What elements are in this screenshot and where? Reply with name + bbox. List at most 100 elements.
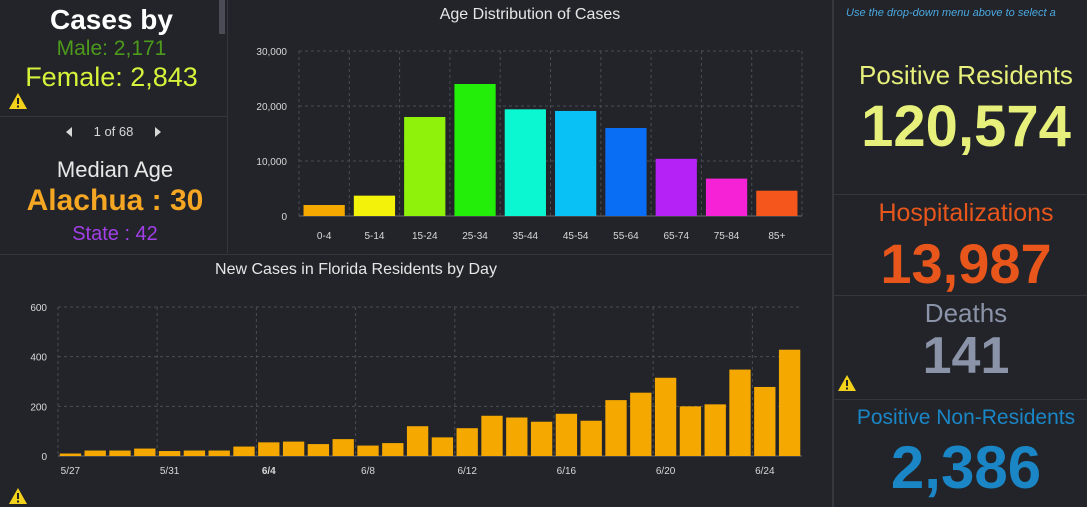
bar xyxy=(754,386,776,456)
bar xyxy=(630,392,652,456)
deaths-value: 141 xyxy=(922,327,1010,385)
bar-55-64 xyxy=(605,128,647,216)
bar-75-84 xyxy=(705,178,748,216)
bar xyxy=(109,450,131,456)
bar-85+ xyxy=(756,190,798,216)
pager-text: 1 of 68 xyxy=(93,124,134,140)
bar xyxy=(357,445,379,456)
daily-chart-title: New Cases in Florida Residents by Day xyxy=(215,261,497,278)
bar-15-24 xyxy=(404,117,446,216)
median-county: Alachua : 30 xyxy=(26,184,204,217)
hosp-label: Hospitalizations xyxy=(878,199,1054,227)
bar xyxy=(282,441,305,456)
nonres-label: Positive Non-Residents xyxy=(856,406,1076,429)
bar xyxy=(382,443,404,456)
bar xyxy=(605,400,627,456)
y-tick-label: 400 xyxy=(30,353,47,364)
y-tick-label: 20,000 xyxy=(256,102,287,113)
bar xyxy=(654,377,677,456)
x-tick-label: 5/27 xyxy=(61,466,81,477)
bar-25-34 xyxy=(454,84,496,216)
x-tick-label: 0-4 xyxy=(317,231,332,242)
positive-label: Positive Residents xyxy=(859,60,1073,90)
deaths-label: Deaths xyxy=(924,298,1008,328)
bar xyxy=(679,406,702,456)
nonresidents-panel: Positive Non-Residents 2,386 xyxy=(834,399,1087,507)
bar xyxy=(258,442,280,456)
bar-65-74 xyxy=(655,158,697,216)
median-state: State : 42 xyxy=(72,223,158,245)
dropdown-note: Use the drop-down menu above to select a xyxy=(846,7,1056,19)
bar-45-54 xyxy=(555,110,597,216)
hospitalizations-panel: Hospitalizations 13,987 xyxy=(834,194,1087,294)
bar xyxy=(332,439,354,456)
bar xyxy=(406,426,429,456)
x-tick-label: 5-14 xyxy=(364,231,384,242)
bar xyxy=(555,413,578,456)
female-count: Female: 2,843 xyxy=(25,62,198,92)
bar xyxy=(59,453,82,456)
deaths-panel: Deaths 141 xyxy=(834,295,1087,398)
note-panel: Use the drop-down menu above to select a xyxy=(834,0,1087,26)
bar xyxy=(580,420,602,456)
gender-title: Cases by xyxy=(50,4,173,35)
bar xyxy=(481,415,503,456)
x-tick-label: 25-34 xyxy=(462,231,488,242)
scrollbar[interactable] xyxy=(219,0,225,34)
bar xyxy=(208,450,230,456)
x-tick-label: 15-24 xyxy=(412,231,438,242)
x-tick-label: 45-54 xyxy=(563,231,589,242)
positive-panel: Positive Residents 120,574 xyxy=(834,27,1087,193)
pager: 1 of 68 xyxy=(0,123,227,139)
bar-5-14 xyxy=(353,195,396,216)
x-tick-label: 5/31 xyxy=(160,466,180,477)
bar xyxy=(729,369,751,456)
divider xyxy=(832,0,834,507)
x-tick-label: 85+ xyxy=(768,231,785,242)
y-tick-label: 30,000 xyxy=(256,47,287,58)
x-tick-label: 6/16 xyxy=(557,466,577,477)
bar xyxy=(84,450,106,456)
bar xyxy=(778,349,801,456)
warning-icon[interactable] xyxy=(9,488,27,507)
x-tick-label: 6/4 xyxy=(262,466,276,477)
x-tick-label: 6/20 xyxy=(656,466,676,477)
bar xyxy=(456,428,478,456)
median-title: Median Age xyxy=(56,157,174,182)
bar xyxy=(530,421,553,456)
y-tick-label: 0 xyxy=(281,212,287,223)
x-tick-label: 6/24 xyxy=(755,466,775,477)
bar xyxy=(158,451,181,456)
x-tick-label: 6/8 xyxy=(361,466,375,477)
median-age-panel: 1 of 68 Median Age Alachua : 30 State : … xyxy=(0,116,227,253)
x-tick-label: 55-64 xyxy=(613,231,639,242)
warning-icon[interactable] xyxy=(9,93,27,114)
bar xyxy=(233,446,255,456)
bar xyxy=(307,444,330,456)
bar xyxy=(431,437,454,456)
bar-35-44 xyxy=(504,109,546,216)
daily-chart-panel: New Cases in Florida Residents by Day 0 2… xyxy=(0,254,832,507)
daily-chart: 0 200 400 600 5/27 5/31 6/4 6/8 6/12 6/16 6/20 6/24 xyxy=(30,303,802,477)
x-tick-label: 65-74 xyxy=(663,231,689,242)
bar xyxy=(506,417,528,456)
hosp-value: 13,987 xyxy=(880,232,1052,294)
next-arrow-icon[interactable] xyxy=(155,126,161,137)
prev-arrow-icon[interactable] xyxy=(65,126,72,137)
y-tick-label: 10,000 xyxy=(256,157,287,168)
male-count: Male: 2,171 xyxy=(56,37,167,60)
y-tick-label: 200 xyxy=(30,402,47,413)
x-tick-label: 6/12 xyxy=(457,466,477,477)
positive-value: 120,574 xyxy=(861,94,1071,159)
y-tick-label: 600 xyxy=(30,303,47,314)
y-tick-label: 0 xyxy=(41,452,47,463)
age-chart-title: Age Distribution of Cases xyxy=(439,6,621,23)
x-tick-label: 75-84 xyxy=(714,231,740,242)
warning-icon[interactable] xyxy=(838,375,856,396)
bar xyxy=(183,450,206,456)
bar xyxy=(704,404,726,456)
divider xyxy=(227,0,228,253)
bar xyxy=(134,448,156,456)
age-chart-panel: Age Distribution of Cases 0 10,000 20,000 3… xyxy=(228,0,832,253)
age-chart: 0 10,000 20,000 30,000 0-4 5-14 15-24 25-34 35-4… xyxy=(256,47,803,242)
